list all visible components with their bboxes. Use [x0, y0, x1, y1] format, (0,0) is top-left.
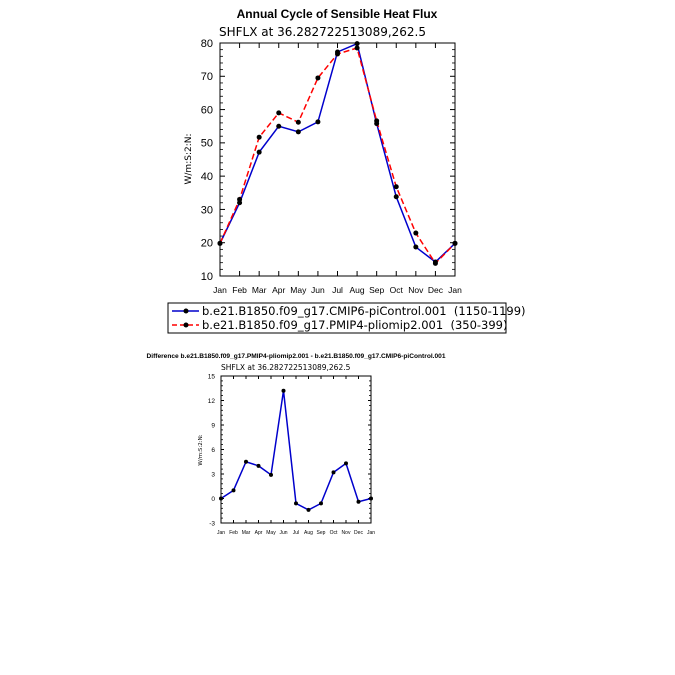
difference-chart: Difference b.e21.B1850.f09_g17.PMIP4-pli… [146, 353, 445, 536]
ytick-label: 80 [201, 38, 213, 50]
series-1-point [256, 134, 262, 140]
series-line-1 [219, 47, 456, 265]
series-0-point [306, 507, 311, 512]
series-0-point [413, 244, 419, 250]
xtick-label: Jan [367, 530, 375, 536]
chart2-subtitle: SHFLX at 36.282722513089,262.5 [221, 363, 351, 372]
series-0-point [356, 499, 361, 504]
series-1-point [393, 184, 399, 190]
ytick-label: -3 [209, 520, 215, 527]
series-1-point [354, 45, 360, 51]
series-0-point [295, 129, 301, 135]
series-0-point [256, 463, 261, 468]
legend: b.e21.B1850.f09_g17.CMIP6-piControl.001 … [167, 302, 526, 334]
xtick-label: Oct [330, 530, 338, 536]
series-0-point [244, 459, 248, 464]
series-1-point [237, 196, 243, 202]
xtick-label: Jul [332, 285, 343, 295]
series-0-point [315, 119, 321, 125]
series-0-point [219, 496, 223, 501]
ytick-label: 15 [208, 373, 216, 380]
series-1-point [295, 119, 301, 125]
series-0-point [276, 123, 282, 129]
ytick-label: 0 [211, 496, 215, 503]
series-1-point [413, 230, 419, 236]
xtick-label: Aug [304, 530, 313, 536]
chart1-ylabel: W/m:S:2:N: [184, 134, 194, 185]
xtick-label: Mar [242, 530, 251, 536]
xtick-label: Jan [448, 285, 462, 295]
ytick-label: 70 [201, 71, 213, 83]
xtick-label: Nov [342, 530, 351, 536]
xtick-label: Jun [279, 530, 287, 536]
series-0-point [344, 461, 348, 466]
xtick-label: Nov [408, 285, 424, 295]
series-0-point [256, 149, 262, 155]
series-0-point [354, 41, 360, 47]
xtick-label: Mar [252, 285, 267, 295]
ytick-label: 3 [211, 471, 215, 478]
xtick-label: Aug [350, 285, 365, 295]
legend-box [167, 302, 507, 334]
ytick-label: 10 [201, 271, 213, 283]
xtick-label: Oct [390, 285, 404, 295]
series-0-point [231, 488, 236, 493]
xtick-label: May [290, 285, 307, 295]
annual-cycle-chart: Annual Cycle of Sensible Heat Flux SHFLX… [184, 7, 462, 295]
series-0-point [319, 501, 323, 506]
ytick-label: 60 [201, 104, 213, 116]
xtick-label: Apr [255, 530, 263, 536]
chart1-subtitle: SHFLX at 36.282722513089,262.5 [219, 25, 426, 39]
series-0-point [294, 501, 298, 506]
series-0-point [393, 194, 399, 200]
legend-label-cmip6: b.e21.B1850.f09_g17.CMIP6-piControl.001 … [202, 304, 526, 318]
chart2-title: Difference b.e21.B1850.f09_g17.PMIP4-pli… [146, 353, 445, 360]
series-0-point [269, 472, 273, 477]
xtick-label: Dec [354, 530, 363, 536]
series-0-point [281, 388, 286, 393]
series-1-point [335, 51, 340, 57]
chart1-plot-frame [219, 42, 456, 277]
chart2-ylabel: W/m:S:2:N: [198, 434, 204, 465]
series-line-0 [219, 42, 456, 264]
ytick-label: 40 [201, 171, 213, 183]
series-1-point [217, 240, 223, 246]
ytick-label: 50 [201, 138, 213, 150]
series-0-point [369, 496, 373, 501]
series-0-point [331, 470, 336, 475]
xtick-label: Feb [232, 285, 247, 295]
xtick-label: Jun [311, 285, 325, 295]
series-1-point [315, 75, 321, 81]
xtick-label: Dec [428, 285, 444, 295]
ytick-label: 9 [211, 422, 215, 429]
series-1-point [374, 118, 380, 124]
xtick-label: Jan [217, 530, 225, 536]
xtick-label: Feb [229, 530, 238, 536]
ytick-label: 20 [201, 238, 213, 250]
legend-label-pmip4: b.e21.B1850.f09_g17.PMIP4-pliomip2.001 (… [202, 318, 507, 332]
series-line-0 [220, 390, 372, 511]
legend-marker-cmip6 [183, 308, 189, 314]
series-1-point [276, 110, 282, 116]
xtick-label: Jan [213, 285, 227, 295]
chart1-title: Annual Cycle of Sensible Heat Flux [237, 7, 438, 21]
ytick-label: 12 [208, 398, 216, 405]
xtick-label: Sep [317, 530, 326, 536]
xtick-label: Apr [272, 285, 285, 295]
xtick-label: Sep [369, 285, 384, 295]
ytick-label: 30 [201, 204, 213, 216]
series-1-point [432, 260, 438, 266]
ytick-label: 6 [211, 447, 215, 454]
legend-marker-pmip4 [183, 322, 189, 328]
xtick-label: May [266, 530, 276, 536]
xtick-label: Jul [293, 530, 299, 536]
series-1-point [452, 240, 458, 246]
